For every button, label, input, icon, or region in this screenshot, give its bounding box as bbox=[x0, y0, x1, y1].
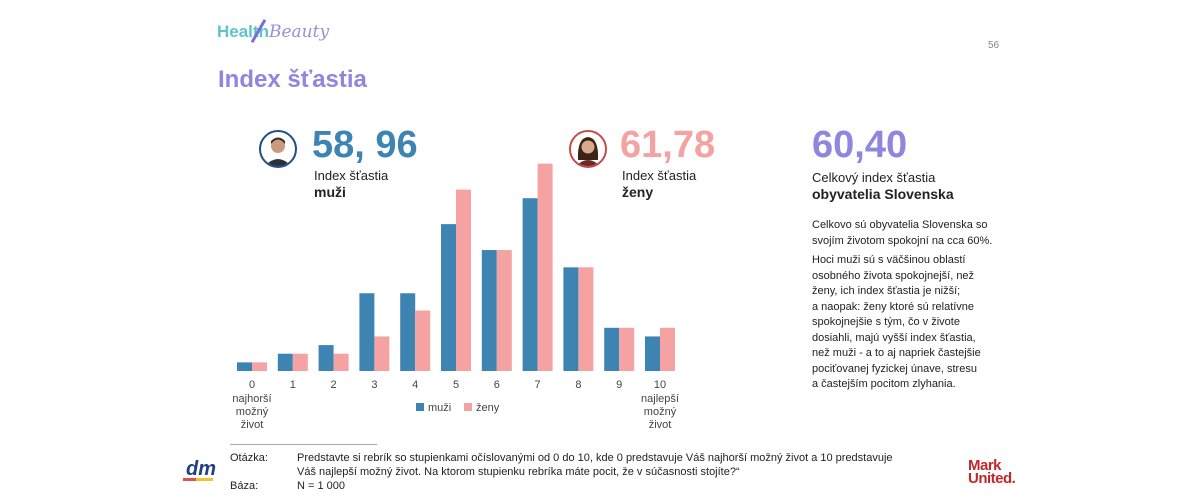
base-label: Báza: bbox=[230, 480, 259, 492]
bar-muzi-1 bbox=[277, 353, 293, 371]
x-tick-label: 1 bbox=[290, 379, 296, 391]
mark-united-line-1: Mark bbox=[968, 457, 1002, 474]
legend-label-zeny: ženy bbox=[476, 402, 500, 414]
x-tick-sublabel: život bbox=[241, 419, 264, 431]
x-tick-label: 8 bbox=[575, 379, 581, 391]
bar-zeny-6 bbox=[496, 250, 512, 371]
women-index-label: Index šťastia bbox=[622, 168, 697, 183]
x-tick-sublabel: najhorší bbox=[232, 393, 271, 405]
bar-zeny-1 bbox=[292, 353, 308, 371]
bar-muzi-3 bbox=[359, 293, 375, 371]
summary-paragraph-2: Hoci muži sú s väčšinou oblastí osobného… bbox=[812, 253, 1012, 393]
mark-united-logo: Mark United. bbox=[968, 457, 1016, 487]
x-tick-label: 4 bbox=[412, 379, 418, 391]
x-tick-label: 0 bbox=[249, 379, 255, 391]
female-avatar-icon bbox=[569, 130, 607, 168]
x-tick-sublabel: možný bbox=[644, 406, 677, 418]
dm-logo: dm bbox=[186, 458, 216, 480]
para2-line: spokojnejšie s tým, čo v živote bbox=[812, 316, 960, 328]
bar-zeny-9 bbox=[619, 327, 635, 371]
question-label: Otázka: bbox=[230, 452, 268, 464]
women-index-value: 61,78 bbox=[620, 124, 716, 166]
x-tick-label: 10 bbox=[654, 379, 666, 391]
para2-line: osobného života spokojnejší, než bbox=[812, 269, 975, 282]
total-label-bold: obyvatelia Slovenska bbox=[812, 186, 954, 202]
x-tick-sublabel: život bbox=[649, 419, 672, 431]
dm-logo-underline-accent bbox=[196, 478, 213, 481]
bar-zeny-8 bbox=[578, 267, 594, 371]
para2-line: Hoci muži sú s väčšinou oblastí bbox=[812, 254, 966, 266]
page-number: 56 bbox=[988, 40, 1000, 51]
women-index-label-bold: ženy bbox=[622, 184, 653, 200]
bar-zeny-2 bbox=[333, 353, 349, 371]
slide bbox=[155, 0, 1045, 500]
x-tick-sublabel: možný bbox=[236, 406, 269, 418]
footer-divider bbox=[230, 444, 377, 445]
men-index-label: Index šťastia bbox=[314, 168, 389, 183]
para1-line: Celkovo sú obyvatelia Slovenska so bbox=[812, 219, 988, 231]
men-index-label-bold: muži bbox=[314, 184, 346, 200]
x-tick-sublabel: najlepší bbox=[641, 393, 679, 405]
legend-label-muzi: muži bbox=[428, 402, 451, 414]
total-index-value: 60,40 bbox=[812, 124, 908, 166]
bar-muzi-10 bbox=[645, 336, 660, 371]
legend-swatch-muzi bbox=[416, 403, 424, 411]
men-label-bold: muži bbox=[314, 184, 346, 200]
brand-logo: Health Beauty bbox=[217, 18, 330, 44]
para2-line: než muži - a to aj napriek častejšie bbox=[812, 347, 981, 359]
legend-swatch-zeny bbox=[464, 403, 472, 411]
male-avatar-icon bbox=[259, 130, 297, 168]
para2-line: a častejším pocitom zlyhania. bbox=[812, 378, 956, 390]
total-index-label: Celkový index šťastia bbox=[812, 170, 936, 185]
para1-line: svojím životom spokojní na cca 60%. bbox=[812, 234, 993, 247]
bar-zeny-5 bbox=[456, 189, 471, 371]
x-tick-label: 7 bbox=[535, 379, 541, 391]
bar-muzi-8 bbox=[563, 267, 579, 371]
para2-line: dosiahli, majú vyšší index šťastia, bbox=[812, 331, 976, 344]
x-tick-label: 2 bbox=[331, 379, 337, 391]
summary-paragraph-1: Celkovo sú obyvatelia Slovenska so svojí… bbox=[812, 218, 1012, 249]
para2-line: a naopak: ženy ktoré sú relatívne bbox=[812, 300, 975, 313]
x-tick-label: 6 bbox=[494, 379, 500, 391]
x-tick-label: 3 bbox=[371, 379, 377, 391]
bar-muzi-2 bbox=[318, 345, 334, 371]
bar-muzi-7 bbox=[522, 198, 538, 371]
women-label-bold: ženy bbox=[622, 184, 654, 200]
bar-muzi-9 bbox=[604, 327, 620, 371]
bar-zeny-0 bbox=[252, 362, 267, 371]
question-line-2: Váš najlepší možný život. Na ktorom stup… bbox=[297, 466, 740, 478]
bar-zeny-3 bbox=[374, 336, 390, 371]
bar-zeny-7 bbox=[537, 163, 553, 371]
bar-zeny-10 bbox=[660, 327, 675, 371]
bar-muzi-6 bbox=[481, 250, 497, 371]
bar-zeny-4 bbox=[415, 310, 431, 371]
para2-line: ženy, ich index šťastia je nižší; bbox=[812, 285, 961, 297]
mark-united-line-2: United. bbox=[968, 470, 1016, 487]
bar-muzi-0 bbox=[237, 362, 252, 371]
x-tick-label: 5 bbox=[453, 379, 459, 391]
bar-muzi-4 bbox=[400, 293, 416, 371]
page-title: Index šťastia bbox=[218, 66, 367, 93]
question-line-1: Predstavte si rebrík so stupienkami očís… bbox=[297, 452, 893, 464]
bar-muzi-5 bbox=[441, 224, 456, 371]
logo-beauty: Beauty bbox=[268, 22, 330, 42]
men-index-value: 58, 96 bbox=[312, 124, 418, 166]
para2-line: pociťovanej fyzickej únave, stresu bbox=[812, 362, 977, 375]
x-tick-label: 9 bbox=[616, 379, 622, 391]
total-index-label-bold-wrap: obyvatelia Slovenska bbox=[812, 186, 954, 202]
base-value: N = 1 000 bbox=[297, 480, 346, 492]
